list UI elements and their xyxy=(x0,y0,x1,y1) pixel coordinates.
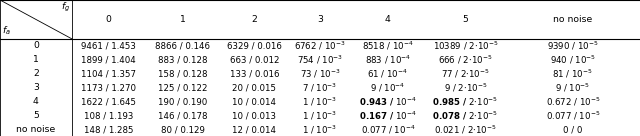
Text: 883 / 0.128: 883 / 0.128 xyxy=(158,55,207,64)
Text: 12 / 0.014: 12 / 0.014 xyxy=(232,125,276,134)
Text: $f_a$: $f_a$ xyxy=(2,25,11,37)
Text: 9 / $2{\cdot}10^{-5}$: 9 / $2{\cdot}10^{-5}$ xyxy=(444,82,487,94)
Text: 663 / 0.012: 663 / 0.012 xyxy=(230,55,279,64)
Text: 0.077 / $10^{-5}$: 0.077 / $10^{-5}$ xyxy=(546,110,600,122)
Text: 1622 / 1.645: 1622 / 1.645 xyxy=(81,97,136,106)
Text: 1 / $10^{-3}$: 1 / $10^{-3}$ xyxy=(302,124,338,136)
Text: 0.672 / $10^{-5}$: 0.672 / $10^{-5}$ xyxy=(545,96,600,108)
Text: 0: 0 xyxy=(106,15,112,24)
Text: 61 / $10^{-4}$: 61 / $10^{-4}$ xyxy=(367,68,408,80)
Text: 20 / 0.015: 20 / 0.015 xyxy=(232,83,276,92)
Text: 0.943 / $10^{-4}$: 0.943 / $10^{-4}$ xyxy=(359,96,417,108)
Text: 133 / 0.016: 133 / 0.016 xyxy=(230,69,279,78)
Text: 1: 1 xyxy=(33,55,39,64)
Text: 158 / 0.128: 158 / 0.128 xyxy=(158,69,207,78)
Text: 1104 / 1.357: 1104 / 1.357 xyxy=(81,69,136,78)
Text: 0.167 / $10^{-4}$: 0.167 / $10^{-4}$ xyxy=(359,110,417,122)
Text: 146 / 0.178: 146 / 0.178 xyxy=(158,111,207,120)
Text: 9461 / 1.453: 9461 / 1.453 xyxy=(81,41,136,50)
Text: 0.077 / $10^{-4}$: 0.077 / $10^{-4}$ xyxy=(360,124,415,136)
Text: 7 / $10^{-3}$: 7 / $10^{-3}$ xyxy=(302,82,338,94)
Text: 0: 0 xyxy=(33,41,39,50)
Text: 4: 4 xyxy=(385,15,391,24)
Text: no noise: no noise xyxy=(16,125,56,134)
Text: 6329 / 0.016: 6329 / 0.016 xyxy=(227,41,282,50)
Text: 754 / $10^{-3}$: 754 / $10^{-3}$ xyxy=(297,54,343,66)
Text: 8518 / $10^{-4}$: 8518 / $10^{-4}$ xyxy=(362,40,414,52)
Text: 5: 5 xyxy=(33,111,38,120)
Text: 4: 4 xyxy=(33,97,39,106)
Text: 0.021 / $2{\cdot}10^{-5}$: 0.021 / $2{\cdot}10^{-5}$ xyxy=(434,124,497,136)
Text: 1 / $10^{-3}$: 1 / $10^{-3}$ xyxy=(302,96,338,108)
Text: 883 / $10^{-4}$: 883 / $10^{-4}$ xyxy=(365,54,411,66)
Text: 3: 3 xyxy=(317,15,323,24)
Text: 1173 / 1.270: 1173 / 1.270 xyxy=(81,83,136,92)
Text: 2: 2 xyxy=(33,69,39,78)
Text: 9 / $10^{-5}$: 9 / $10^{-5}$ xyxy=(555,82,591,94)
Text: 1 / $10^{-3}$: 1 / $10^{-3}$ xyxy=(302,110,338,122)
Text: 108 / 1.193: 108 / 1.193 xyxy=(84,111,134,120)
Text: 190 / 0.190: 190 / 0.190 xyxy=(158,97,207,106)
Text: 666 / $2{\cdot}10^{-5}$: 666 / $2{\cdot}10^{-5}$ xyxy=(438,54,493,66)
Text: 10 / 0.014: 10 / 0.014 xyxy=(232,97,276,106)
Text: 1899 / 1.404: 1899 / 1.404 xyxy=(81,55,136,64)
Text: 10389 / $2{\cdot}10^{-5}$: 10389 / $2{\cdot}10^{-5}$ xyxy=(433,40,498,52)
Text: 940 / $10^{-5}$: 940 / $10^{-5}$ xyxy=(550,54,596,66)
Text: 0.985 / $2{\cdot}10^{-5}$: 0.985 / $2{\cdot}10^{-5}$ xyxy=(432,96,499,108)
Text: 0 / 0: 0 / 0 xyxy=(563,125,582,134)
Text: 10 / 0.013: 10 / 0.013 xyxy=(232,111,276,120)
Text: 80 / 0.129: 80 / 0.129 xyxy=(161,125,205,134)
Text: 125 / 0.122: 125 / 0.122 xyxy=(158,83,207,92)
Text: no noise: no noise xyxy=(553,15,593,24)
Text: 1: 1 xyxy=(180,15,186,24)
Text: 3: 3 xyxy=(33,83,39,92)
Text: 9 / $10^{-4}$: 9 / $10^{-4}$ xyxy=(370,82,406,94)
Text: 5: 5 xyxy=(463,15,468,24)
Text: $f_g$: $f_g$ xyxy=(61,1,70,14)
Text: 0.078 / $2{\cdot}10^{-5}$: 0.078 / $2{\cdot}10^{-5}$ xyxy=(432,110,499,122)
Text: 9390 / $10^{-5}$: 9390 / $10^{-5}$ xyxy=(547,40,598,52)
Text: 2: 2 xyxy=(252,15,257,24)
Text: 6762 / $10^{-3}$: 6762 / $10^{-3}$ xyxy=(294,40,346,52)
Text: 8866 / 0.146: 8866 / 0.146 xyxy=(156,41,210,50)
Text: 81 / $10^{-5}$: 81 / $10^{-5}$ xyxy=(552,68,593,80)
Text: 73 / $10^{-3}$: 73 / $10^{-3}$ xyxy=(300,68,340,80)
Text: 148 / 1.285: 148 / 1.285 xyxy=(84,125,134,134)
Text: 77 / $2{\cdot}10^{-5}$: 77 / $2{\cdot}10^{-5}$ xyxy=(441,68,490,80)
